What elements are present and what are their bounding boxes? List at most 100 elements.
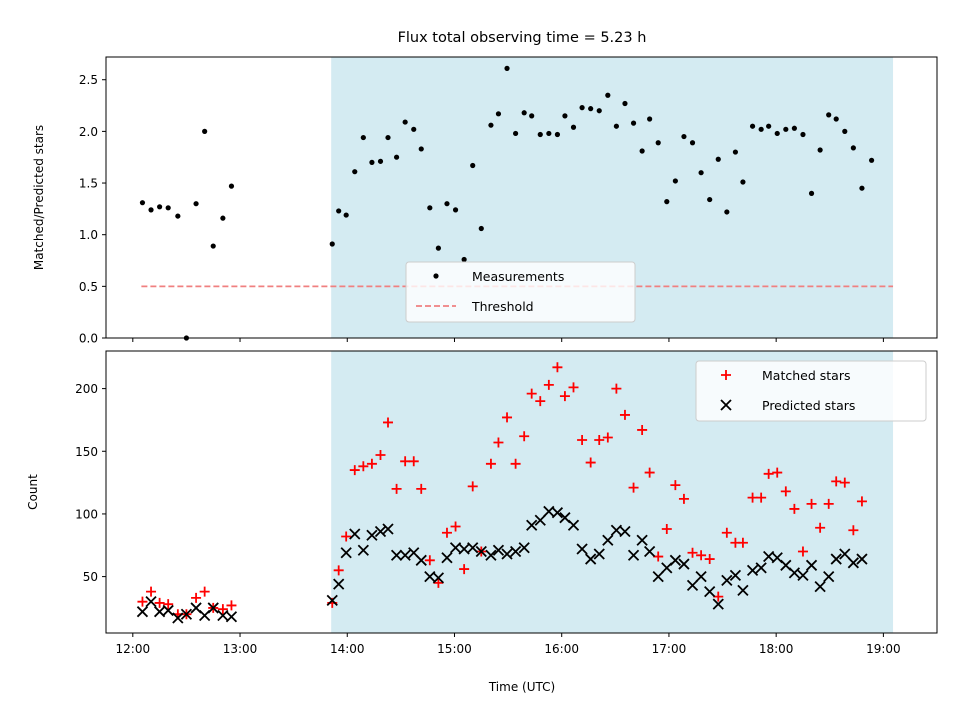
x-tick-label: 13:00 bbox=[223, 642, 258, 656]
data-point bbox=[501, 548, 513, 560]
data-point bbox=[435, 245, 441, 251]
data-point bbox=[704, 554, 715, 565]
data-point bbox=[432, 572, 445, 584]
y-tick-label: 50 bbox=[83, 570, 98, 584]
data-point bbox=[788, 567, 801, 579]
data-point bbox=[585, 457, 596, 468]
data-point bbox=[859, 185, 865, 191]
data-point bbox=[478, 225, 484, 232]
data-point bbox=[780, 486, 791, 497]
data-point bbox=[596, 108, 602, 114]
data-point bbox=[850, 145, 856, 151]
x-tick-label: 18:00 bbox=[759, 642, 794, 656]
data-point bbox=[377, 158, 384, 164]
data-point bbox=[729, 569, 742, 581]
data-point bbox=[664, 199, 670, 205]
data-point bbox=[172, 612, 184, 624]
panel-count: 12:00 13:00 14:00 15:00 16:00 17:00 18:00 19:00… bbox=[26, 350, 938, 656]
data-point bbox=[772, 467, 783, 478]
y-tick-label: 2.0 bbox=[79, 125, 98, 139]
data-point bbox=[427, 205, 433, 211]
data-point bbox=[808, 190, 815, 196]
data-point bbox=[696, 550, 707, 561]
data-point bbox=[459, 564, 470, 575]
data-point bbox=[737, 584, 749, 597]
data-point bbox=[162, 604, 174, 617]
data-point bbox=[737, 537, 748, 548]
data-point bbox=[568, 382, 579, 393]
series-predicted-stars bbox=[136, 505, 868, 624]
data-point bbox=[444, 201, 450, 207]
data-point bbox=[732, 149, 739, 155]
data-point bbox=[450, 521, 461, 532]
data-point bbox=[485, 458, 496, 469]
data-point bbox=[791, 125, 797, 131]
data-point bbox=[655, 140, 661, 146]
data-point bbox=[661, 523, 672, 534]
y-axis-title: Matched/Predicted stars bbox=[32, 125, 46, 270]
data-point bbox=[165, 205, 171, 211]
data-point bbox=[175, 213, 181, 219]
panel-ratio: 0.0 0.5 1.0 1.5 2.0 2.5 Matched/Predicted star… bbox=[32, 56, 938, 346]
chart-title: Flux total observing time = 5.23 h bbox=[398, 30, 647, 46]
data-point bbox=[467, 542, 479, 554]
legend: Measurements Threshold bbox=[405, 261, 636, 323]
y-tick-label: 1.0 bbox=[79, 228, 98, 242]
y-tick-label: 0.0 bbox=[79, 332, 98, 346]
data-point bbox=[146, 586, 157, 597]
data-point bbox=[193, 201, 199, 207]
x-tick-label: 19:00 bbox=[866, 642, 901, 656]
data-point bbox=[535, 396, 546, 407]
data-point bbox=[842, 128, 848, 134]
data-point bbox=[225, 611, 238, 623]
legend-label: Predicted stars bbox=[762, 398, 855, 413]
data-point bbox=[488, 122, 494, 128]
data-point bbox=[199, 586, 210, 597]
plot-frame bbox=[105, 56, 938, 339]
data-point bbox=[763, 468, 774, 479]
data-point bbox=[721, 527, 732, 538]
data-point bbox=[672, 178, 678, 184]
data-point bbox=[749, 123, 756, 129]
data-point bbox=[333, 578, 345, 590]
data-point bbox=[814, 580, 826, 593]
data-point bbox=[391, 483, 402, 494]
data-point bbox=[441, 552, 453, 564]
data-point bbox=[374, 525, 387, 538]
data-point bbox=[207, 602, 219, 614]
data-point bbox=[467, 481, 478, 492]
data-point bbox=[585, 553, 597, 565]
x-tick-label: 17:00 bbox=[652, 642, 687, 656]
data-point bbox=[385, 134, 391, 141]
data-point bbox=[452, 207, 459, 213]
y-tick-label: 100 bbox=[75, 507, 98, 521]
data-point bbox=[382, 523, 394, 535]
data-point bbox=[333, 565, 344, 576]
y-tick-label: 150 bbox=[75, 445, 98, 459]
data-point bbox=[154, 597, 165, 608]
data-point bbox=[220, 215, 226, 221]
data-point bbox=[647, 116, 653, 122]
series-matched-stars bbox=[137, 362, 867, 620]
data-point bbox=[408, 456, 419, 467]
legend-marker bbox=[433, 273, 439, 279]
data-point bbox=[340, 547, 352, 559]
data-point bbox=[519, 431, 530, 442]
data-point bbox=[202, 128, 208, 134]
data-point bbox=[433, 577, 444, 588]
data-point bbox=[326, 594, 338, 607]
data-point bbox=[689, 140, 696, 146]
legend-box bbox=[405, 261, 636, 323]
data-point bbox=[369, 159, 375, 165]
data-point bbox=[823, 498, 834, 509]
data-point bbox=[628, 482, 639, 493]
data-point bbox=[411, 126, 417, 132]
data-point bbox=[847, 557, 860, 569]
data-point bbox=[485, 549, 497, 561]
data-point bbox=[868, 157, 875, 163]
data-point bbox=[831, 476, 842, 487]
y-tick-label: 2.5 bbox=[79, 73, 98, 87]
data-point bbox=[579, 105, 585, 111]
data-point bbox=[637, 424, 648, 435]
